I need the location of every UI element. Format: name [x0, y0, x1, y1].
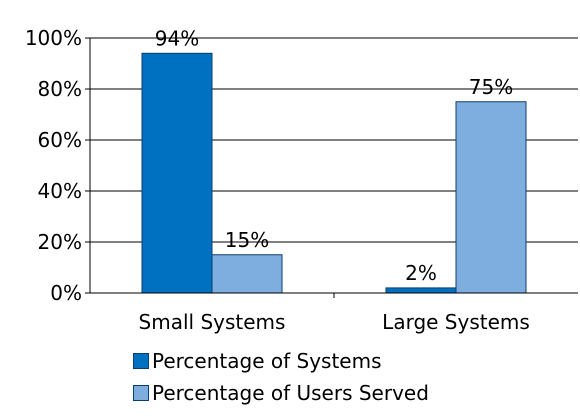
- y-tick-label: 40%: [38, 179, 82, 203]
- bar: [385, 287, 457, 294]
- legend-label-users: Percentage of Users Served: [152, 381, 429, 405]
- y-tick-label: 20%: [38, 230, 82, 254]
- legend-swatch-systems: [133, 353, 149, 369]
- y-tick-label: 60%: [38, 128, 82, 152]
- data-label: 2%: [405, 261, 437, 285]
- data-label: 94%: [155, 26, 199, 50]
- labels: 0% 20% 40% 60% 80% 100% Small Systems 94% 15% Lar…: [25, 26, 530, 334]
- bars: [141, 52, 527, 294]
- y-tick-label: 0%: [50, 281, 82, 305]
- legend-item-users: Percentage of Users Served: [133, 377, 429, 409]
- y-tick-label: 100%: [25, 26, 82, 50]
- legend-item-systems: Percentage of Systems: [133, 345, 429, 377]
- legend: Percentage of Systems Percentage of User…: [133, 345, 429, 409]
- bar: [211, 254, 283, 294]
- data-label: 15%: [225, 228, 269, 252]
- bar: [141, 52, 213, 294]
- legend-swatch-users: [133, 385, 149, 401]
- y-tick-label: 80%: [38, 77, 82, 101]
- legend-label-systems: Percentage of Systems: [152, 349, 382, 373]
- x-category-label: Large Systems: [382, 310, 530, 334]
- data-label: 75%: [469, 75, 513, 99]
- axes: [85, 37, 578, 298]
- x-category-label: Small Systems: [139, 310, 286, 334]
- bar-chart: 0% 20% 40% 60% 80% 100% Small Systems 94% 15% Lar…: [25, 26, 578, 334]
- bar: [455, 101, 527, 294]
